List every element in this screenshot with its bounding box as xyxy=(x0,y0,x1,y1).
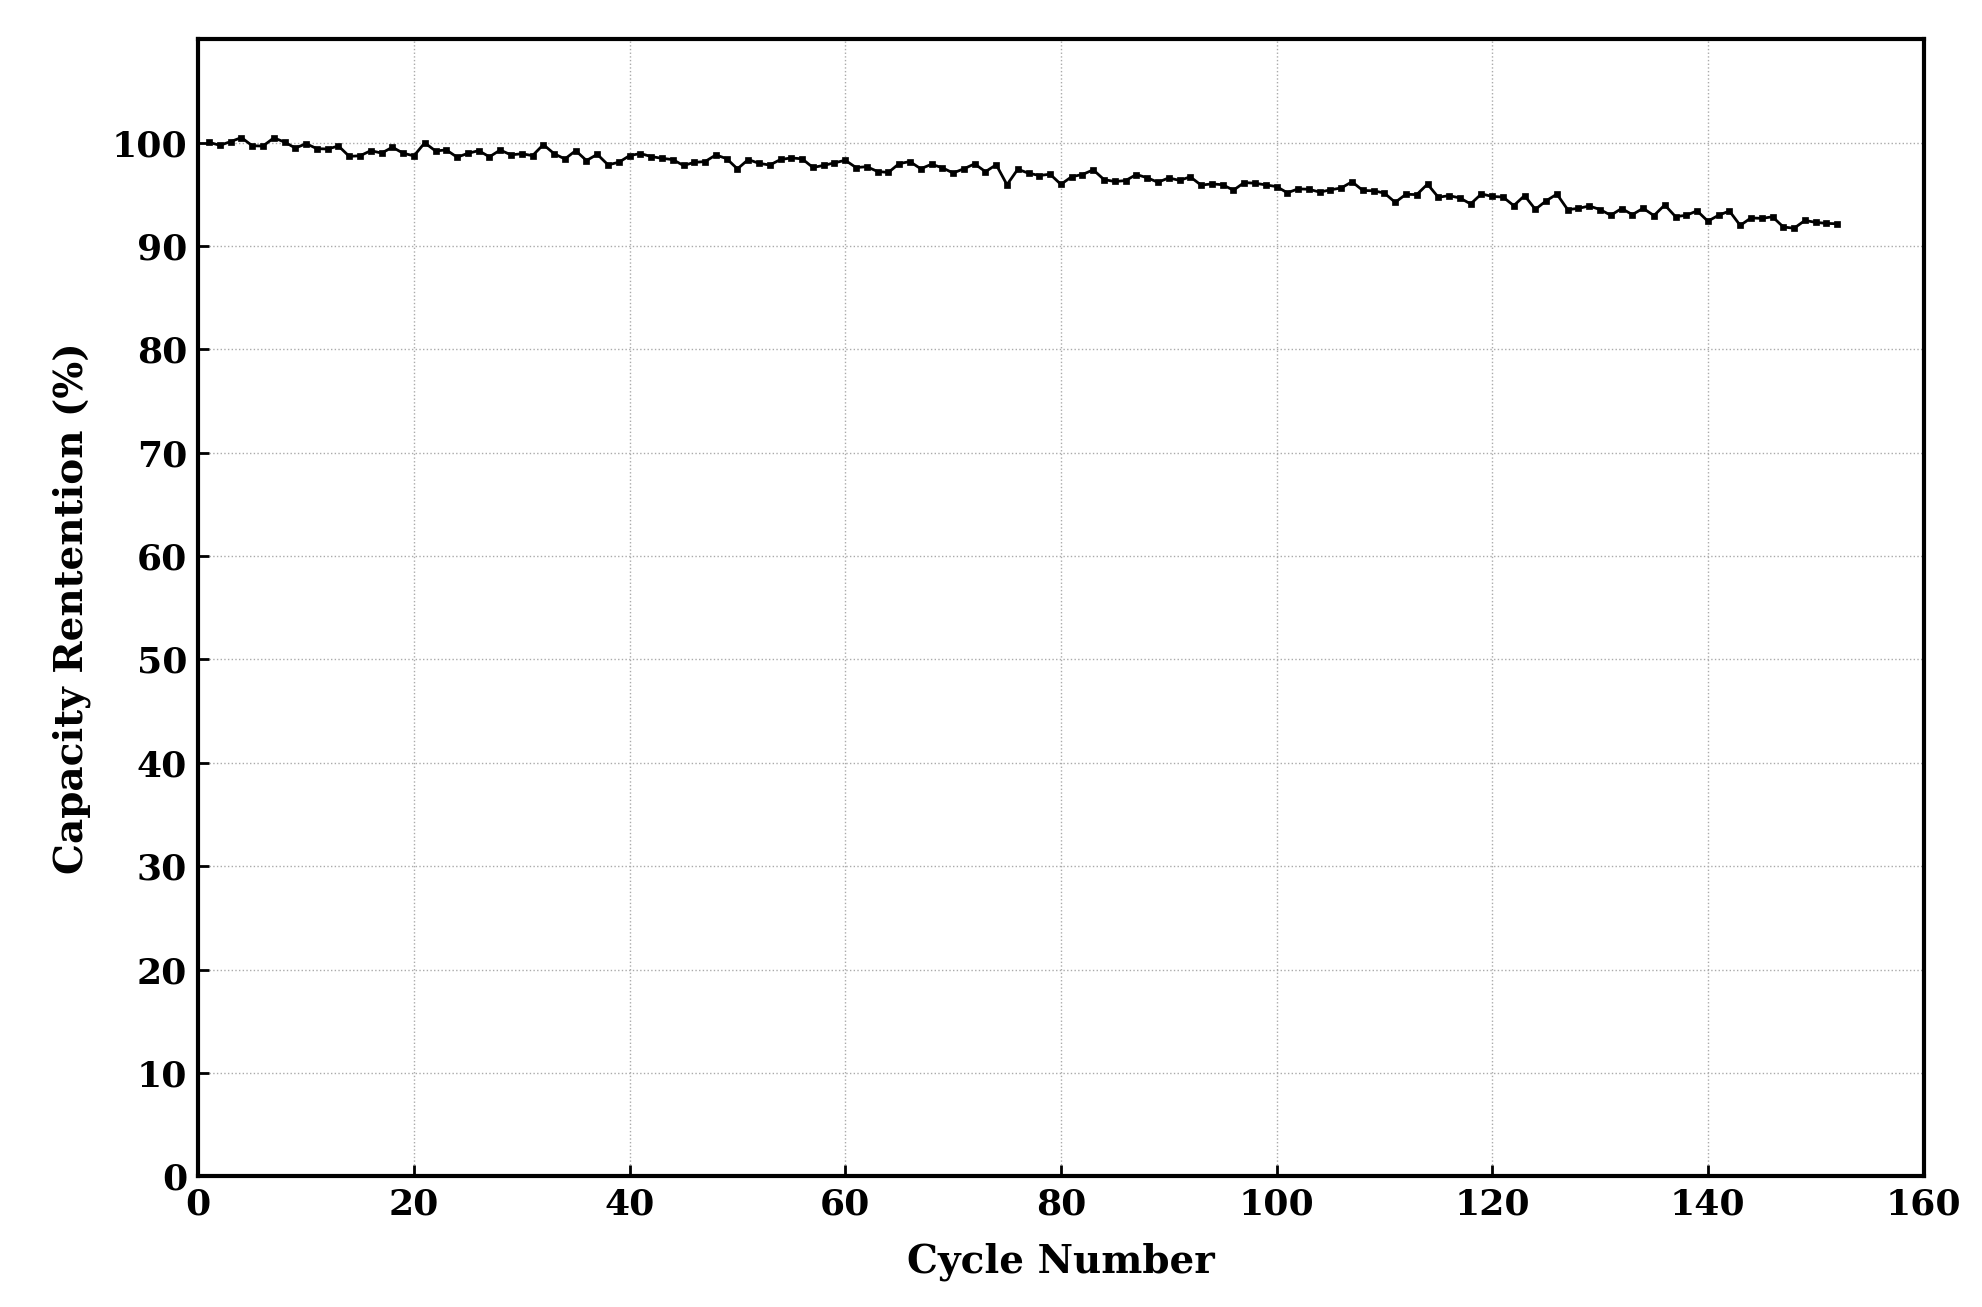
X-axis label: Cycle Number: Cycle Number xyxy=(906,1242,1215,1281)
Y-axis label: Capacity Rentention (%): Capacity Rentention (%) xyxy=(52,342,91,873)
